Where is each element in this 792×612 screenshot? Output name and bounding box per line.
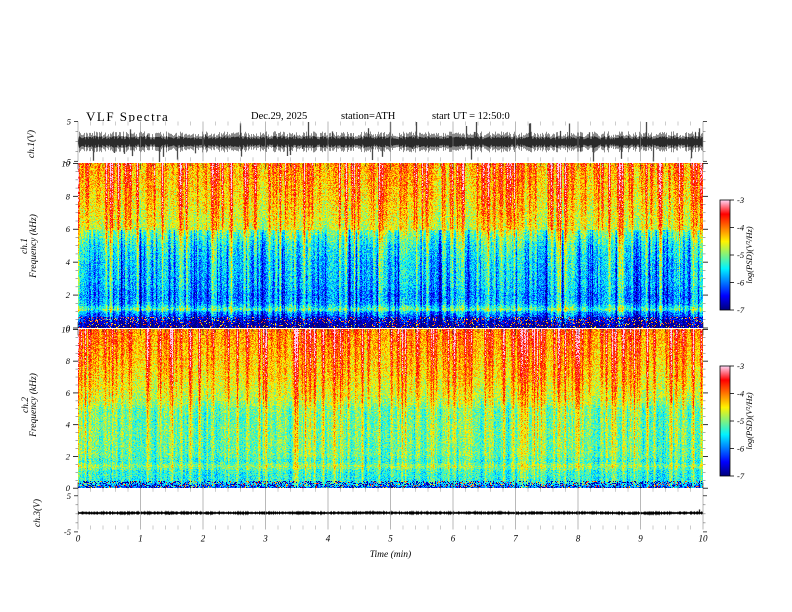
svg-text:6: 6 [451,534,456,544]
svg-text:log(PSD)(V²/Hz): log(PSD)(V²/Hz) [744,226,754,283]
svg-text:-3: -3 [737,361,744,371]
svg-text:2: 2 [66,290,71,300]
svg-text:-5: -5 [64,527,71,537]
svg-text:-3: -3 [737,195,744,205]
svg-text:8: 8 [66,191,71,201]
svg-text:ch.1(V): ch.1(V) [26,130,37,158]
svg-text:log(PSD)(V²/Hz): log(PSD)(V²/Hz) [744,392,754,449]
svg-text:6: 6 [66,224,71,234]
svg-text:9: 9 [638,534,643,544]
svg-text:8: 8 [576,534,581,544]
svg-text:4: 4 [66,257,71,267]
svg-text:6: 6 [66,388,71,398]
svg-text:10: 10 [62,324,71,334]
svg-text:4: 4 [66,420,71,430]
svg-text:Frequency (kHz): Frequency (kHz) [28,214,39,279]
svg-text:0: 0 [76,534,81,544]
svg-text:5: 5 [388,534,393,544]
svg-text:2: 2 [66,451,71,461]
svg-text:5: 5 [67,117,71,127]
svg-text:4: 4 [326,534,331,544]
svg-text:ch.3(V): ch.3(V) [32,499,43,527]
svg-text:1: 1 [138,534,143,544]
svg-text:-7: -7 [737,305,745,315]
svg-text:10: 10 [699,534,709,544]
svg-text:-7: -7 [737,471,745,481]
svg-text:8: 8 [66,356,71,366]
svg-text:3: 3 [262,534,268,544]
svg-text:Time (min): Time (min) [370,549,411,560]
svg-text:Frequency (kHz): Frequency (kHz) [28,373,39,438]
svg-text:7: 7 [513,534,518,544]
svg-text:2: 2 [201,534,206,544]
svg-text:10: 10 [62,158,71,168]
